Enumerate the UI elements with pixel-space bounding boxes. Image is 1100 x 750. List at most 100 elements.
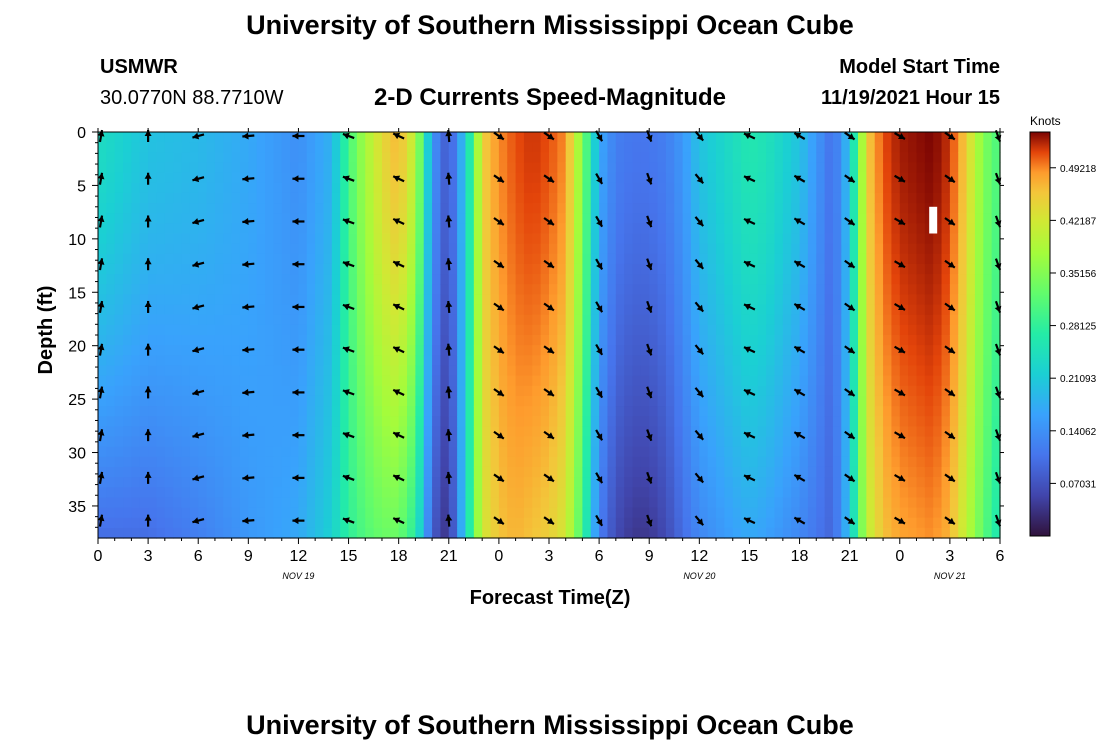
heatmap-cell <box>657 243 667 255</box>
colorbar-tick-label: 0.42187 <box>1060 216 1097 227</box>
heatmap-cell <box>356 324 366 336</box>
x-tick-label: 12 <box>690 548 708 565</box>
heatmap-cell <box>139 375 149 387</box>
heatmap-cell <box>682 355 692 367</box>
heatmap-cell <box>690 223 700 235</box>
heatmap-cell <box>991 385 1001 397</box>
heatmap-cell <box>966 294 976 306</box>
heatmap-cell <box>866 172 876 184</box>
station-coordinates: 30.0770N 88.7710W <box>100 87 284 109</box>
heatmap-cell <box>849 284 859 295</box>
heatmap-cell <box>883 294 893 306</box>
heatmap-cell <box>874 263 884 275</box>
heatmap-cell <box>807 192 817 204</box>
heatmap-cell <box>340 192 350 204</box>
heatmap-cell <box>256 517 266 529</box>
current-arrow <box>944 388 956 397</box>
heatmap-cell <box>523 426 533 438</box>
heatmap-cell <box>407 152 416 164</box>
heatmap-cell <box>306 466 316 478</box>
heatmap-cell <box>131 487 141 498</box>
heatmap-cell <box>114 162 124 174</box>
heatmap-cell <box>799 263 809 275</box>
heatmap-cell <box>181 132 191 143</box>
heatmap-cell <box>874 395 884 407</box>
heatmap-cell <box>757 527 767 539</box>
heatmap-cell <box>974 294 984 306</box>
heatmap-cell <box>649 527 659 539</box>
heatmap-cell <box>432 213 442 224</box>
heatmap-cell <box>557 446 567 458</box>
heatmap-cell <box>941 436 951 448</box>
heatmap-cell <box>674 243 684 255</box>
heatmap-cell <box>265 132 274 143</box>
heatmap-cell <box>799 426 809 438</box>
heatmap-cell <box>624 335 634 346</box>
heatmap-cell <box>799 162 809 174</box>
heatmap-cell <box>649 436 659 448</box>
heatmap-cell <box>340 426 350 438</box>
heatmap-cell <box>716 192 725 204</box>
heatmap-cell <box>356 426 366 438</box>
heatmap-cell <box>523 335 533 346</box>
heatmap-cell <box>574 426 584 438</box>
heatmap-cell <box>657 294 667 306</box>
heatmap-cell <box>432 132 442 143</box>
heatmap-cell <box>665 294 675 306</box>
heatmap-cell <box>782 203 792 214</box>
heatmap-cell <box>991 416 1001 427</box>
heatmap-cell <box>356 477 366 488</box>
heatmap-cell <box>941 345 951 356</box>
heatmap-cell <box>574 345 584 356</box>
heatmap-cell <box>657 477 667 488</box>
heatmap-cell <box>607 203 617 214</box>
heatmap-cell <box>348 436 358 448</box>
heatmap-cell <box>265 507 274 519</box>
heatmap-cell <box>123 142 133 153</box>
heatmap-cell <box>465 497 475 509</box>
heatmap-cell <box>173 426 183 438</box>
heatmap-cell <box>816 345 826 356</box>
heatmap-cell <box>156 132 166 143</box>
heatmap-cell <box>983 192 993 204</box>
heatmap-cell <box>866 456 876 468</box>
heatmap-cell <box>473 365 483 377</box>
heatmap-cell <box>749 436 759 448</box>
heatmap-cell <box>181 487 191 498</box>
heatmap-cell <box>106 385 116 397</box>
heatmap-cell <box>440 263 450 275</box>
heatmap-cell <box>757 375 767 387</box>
heatmap-cell <box>407 132 416 143</box>
x-tick-label: 9 <box>645 548 654 565</box>
heatmap-cell <box>465 213 475 224</box>
heatmap-cell <box>674 162 684 174</box>
heatmap-cell <box>724 436 734 448</box>
heatmap-cell <box>958 456 968 468</box>
heatmap-cell <box>766 466 776 478</box>
heatmap-cell <box>891 487 901 498</box>
heatmap-cell <box>323 172 333 184</box>
heatmap-cell <box>665 497 675 509</box>
heatmap-cell <box>164 152 174 164</box>
heatmap-cell <box>415 172 425 184</box>
heatmap-cell <box>574 314 584 326</box>
heatmap-cell <box>665 152 675 164</box>
heatmap-cell <box>774 456 784 468</box>
heatmap-cell <box>582 395 592 407</box>
heatmap-cell <box>749 162 759 174</box>
heatmap-cell <box>590 274 600 285</box>
heatmap-cell <box>365 406 375 417</box>
current-arrow <box>694 216 705 227</box>
heatmap-cell <box>665 436 675 448</box>
heatmap-cell <box>640 324 650 336</box>
heatmap-cell <box>799 365 809 377</box>
heatmap-cell <box>908 335 918 346</box>
heatmap-cell <box>649 253 659 265</box>
heatmap-cell <box>690 527 700 539</box>
heatmap-cell <box>490 142 500 153</box>
heatmap-cell <box>741 162 751 174</box>
heatmap-cell <box>682 223 692 235</box>
heatmap-cell <box>757 172 767 184</box>
heatmap-cell <box>924 162 934 174</box>
heatmap-cell <box>983 274 993 285</box>
